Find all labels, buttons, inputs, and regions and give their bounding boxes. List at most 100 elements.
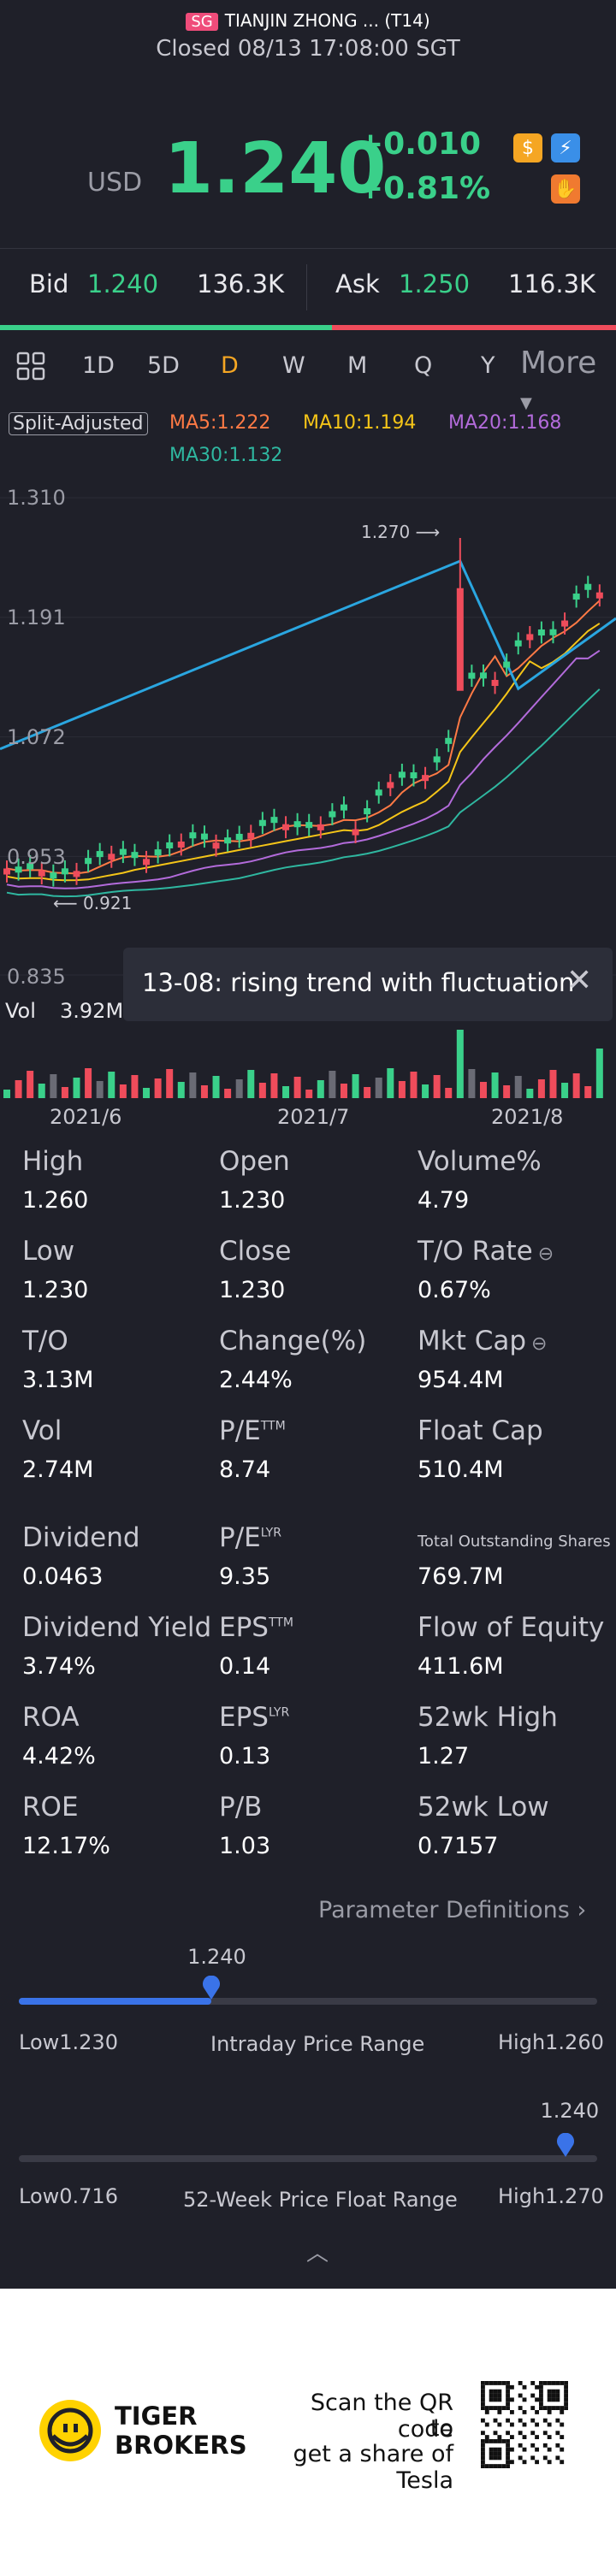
- week52-marker-icon: [557, 2133, 575, 2157]
- info-icon[interactable]: ⊖: [537, 1244, 554, 1265]
- tab-5d[interactable]: 5D: [147, 352, 180, 379]
- qr-module: [497, 2447, 502, 2452]
- qr-module: [493, 2447, 498, 2452]
- qr-module: [564, 2393, 568, 2398]
- qr-module: [501, 2464, 506, 2468]
- qr-module: [506, 2455, 510, 2461]
- qr-module: [547, 2410, 552, 2414]
- tab-quarter[interactable]: Q: [414, 352, 433, 379]
- close-icon[interactable]: ✕: [566, 963, 593, 998]
- bid-volume-bar: [0, 325, 332, 330]
- grid-layout-icon[interactable]: [15, 351, 46, 381]
- x-tick-label: 2021/7: [277, 1105, 350, 1129]
- stat-label: ROA: [22, 1702, 80, 1733]
- qr-module: [481, 2381, 485, 2385]
- volume-bar: [96, 1081, 104, 1098]
- qr-module: [493, 2381, 498, 2385]
- stat-label-text: Float Cap: [418, 1415, 543, 1446]
- info-icon[interactable]: ⊖: [531, 1333, 548, 1355]
- qr-module: [551, 2406, 556, 2410]
- stat-value: 0.13: [219, 1743, 271, 1770]
- tab-week[interactable]: W: [282, 352, 305, 379]
- split-adjusted-toggle[interactable]: Split-Adjusted: [9, 412, 148, 435]
- qr-module: [510, 2410, 514, 2414]
- qr-module: [518, 2381, 523, 2385]
- candle-body: [96, 851, 104, 858]
- dollar-icon[interactable]: $: [513, 133, 542, 162]
- qr-module: [547, 2460, 552, 2465]
- parameter-definitions-link[interactable]: Parameter Definitions ›: [318, 1897, 586, 1923]
- hand-icon[interactable]: ✋: [551, 174, 580, 204]
- volume-bar: [340, 1084, 347, 1098]
- volume-bar: [305, 1090, 313, 1098]
- stat-value: 1.27: [418, 1743, 470, 1770]
- qr-module: [522, 2460, 527, 2465]
- candle-body: [422, 775, 429, 782]
- volume-bar: [537, 1079, 545, 1098]
- arrow-right-icon: ⟶: [415, 522, 441, 542]
- stat-value: 12.17%: [22, 1833, 110, 1859]
- candle-body: [270, 817, 278, 824]
- more-periods-button[interactable]: More ▼: [520, 346, 616, 416]
- candle-body: [85, 858, 92, 865]
- lightning-icon[interactable]: ⚡: [551, 133, 580, 162]
- candle-body: [282, 824, 290, 830]
- qr-module: [518, 2418, 523, 2423]
- qr-module: [497, 2397, 502, 2402]
- candle-body: [537, 629, 545, 636]
- candle-body: [166, 842, 174, 848]
- candle-body: [293, 821, 301, 828]
- qr-module: [542, 2431, 548, 2436]
- chevron-up-icon[interactable]: ︿: [306, 2241, 329, 2266]
- qr-module: [506, 2389, 510, 2394]
- qr-module: [484, 2464, 489, 2468]
- stat-label-text: P/B: [219, 1792, 263, 1823]
- qr-module: [542, 2418, 548, 2423]
- stat-label-sup: LYR: [268, 1705, 290, 1720]
- stat-label-text: ROA: [22, 1702, 80, 1733]
- qr-code-icon: [481, 2381, 568, 2468]
- qr-module: [493, 2455, 498, 2461]
- qr-module: [555, 2431, 560, 2436]
- candle-body: [73, 871, 80, 877]
- stat-label[interactable]: T/O Rate ⊖: [418, 1236, 554, 1267]
- stat-value: 0.67%: [418, 1277, 491, 1303]
- intraday-range: 1.240 Low1.230 Intraday Price Range High…: [0, 1941, 616, 2061]
- qr-module: [539, 2406, 543, 2410]
- tab-year[interactable]: Y: [481, 352, 495, 379]
- qr-module: [484, 2435, 489, 2439]
- volume-bar: [108, 1072, 116, 1098]
- stat-label: Total Outstanding Shares: [418, 1533, 611, 1551]
- bid-size: 136.3K: [197, 269, 285, 298]
- market-badge: SG: [186, 13, 218, 31]
- stat-label-text: High: [22, 1146, 84, 1177]
- qr-module: [535, 2384, 539, 2390]
- vol-value: 3.92M: [60, 999, 124, 1023]
- stat-label: Dividend Yield: [22, 1612, 211, 1643]
- trend-tooltip[interactable]: 13-08: rising trend with fluctuation ✕: [123, 948, 613, 1021]
- qr-module: [506, 2451, 510, 2456]
- tab-month[interactable]: M: [347, 352, 368, 379]
- tab-1d[interactable]: 1D: [82, 352, 115, 379]
- qr-module: [493, 2451, 498, 2456]
- qr-module: [555, 2393, 560, 2398]
- kline-plot[interactable]: [0, 404, 616, 1122]
- intraday-track-bg: [19, 1998, 597, 2005]
- stat-value: 1.230: [22, 1277, 89, 1303]
- candle-body: [456, 588, 464, 691]
- moving-average-line: [6, 600, 601, 875]
- candle-body: [352, 829, 359, 836]
- vol-label: Vol: [5, 999, 36, 1023]
- stat-label: T/O: [22, 1326, 68, 1356]
- qr-module: [506, 2393, 510, 2398]
- y-tick-label: 0.953: [7, 845, 66, 869]
- intraday-range-title: Intraday Price Range: [210, 2032, 425, 2056]
- tab-day[interactable]: D: [221, 352, 239, 379]
- volume-bar: [235, 1079, 243, 1098]
- stat-label[interactable]: Mkt Cap ⊖: [418, 1326, 547, 1356]
- market-status: Closed 08/13 17:08:00 SGT: [156, 36, 460, 62]
- qr-module: [481, 2451, 485, 2456]
- stat-label-text: EPS: [219, 1612, 269, 1643]
- kline-chart[interactable]: Split-Adjusted MA5:1.222 MA10:1.194 MA20…: [0, 404, 616, 1129]
- qr-module: [481, 2397, 485, 2402]
